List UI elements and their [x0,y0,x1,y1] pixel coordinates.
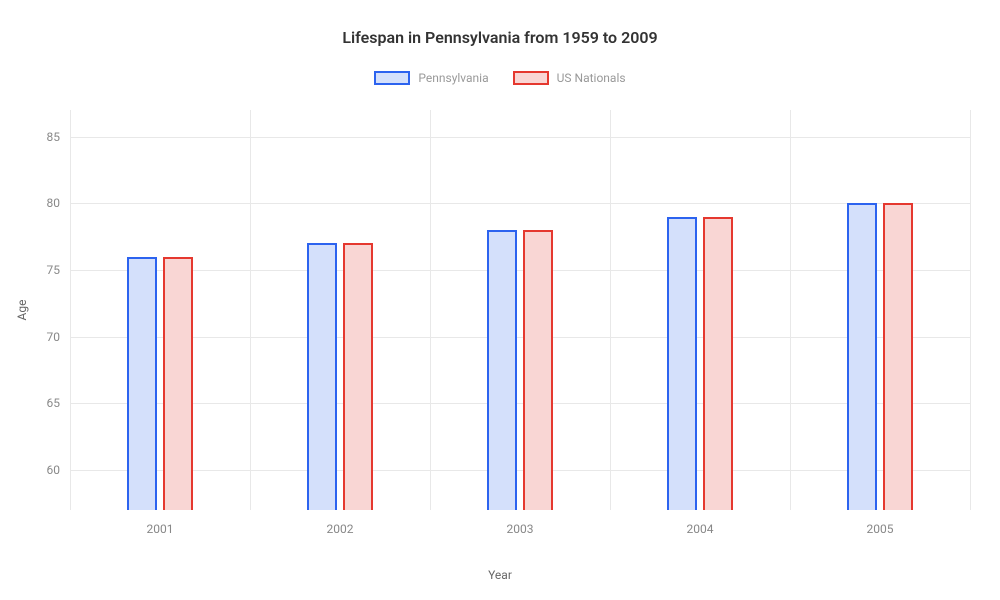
gridline-vertical [430,110,431,510]
legend-label-pennsylvania: Pennsylvania [418,71,488,85]
gridline-horizontal [70,270,970,271]
bar [883,203,913,510]
gridline-horizontal [70,203,970,204]
bar [523,230,553,510]
gridline-vertical [610,110,611,510]
xtick-label: 2001 [147,522,174,536]
legend-swatch-pennsylvania [374,71,410,85]
gridline-horizontal [70,403,970,404]
bar [307,243,337,510]
ytick-label: 65 [47,396,61,410]
ytick-label: 85 [47,130,61,144]
legend-swatch-us-nationals [513,71,549,85]
gridline-horizontal [70,470,970,471]
chart-title: Lifespan in Pennsylvania from 1959 to 20… [0,0,1000,47]
bar [343,243,373,510]
bar [163,257,193,510]
legend-item-us-nationals: US Nationals [513,71,626,85]
xtick-label: 2002 [327,522,354,536]
gridline-horizontal [70,337,970,338]
ytick-label: 70 [47,330,61,344]
bar [667,217,697,510]
legend: Pennsylvania US Nationals [0,71,1000,85]
gridline-vertical [70,110,71,510]
xtick-label: 2004 [687,522,714,536]
gridline-horizontal [70,137,970,138]
bar [127,257,157,510]
bar [703,217,733,510]
gridline-vertical [250,110,251,510]
plot-area: 60657075808520012002200320042005 [70,110,970,510]
gridline-vertical [790,110,791,510]
legend-item-pennsylvania: Pennsylvania [374,71,488,85]
xtick-label: 2005 [867,522,894,536]
bar [487,230,517,510]
ytick-label: 60 [47,463,61,477]
chart-container: Lifespan in Pennsylvania from 1959 to 20… [0,0,1000,600]
gridline-vertical [970,110,971,510]
bar [847,203,877,510]
y-axis-title: Age [15,300,29,321]
legend-label-us-nationals: US Nationals [557,71,626,85]
ytick-label: 75 [47,263,61,277]
x-axis-title: Year [488,568,512,582]
xtick-label: 2003 [507,522,534,536]
ytick-label: 80 [47,196,61,210]
